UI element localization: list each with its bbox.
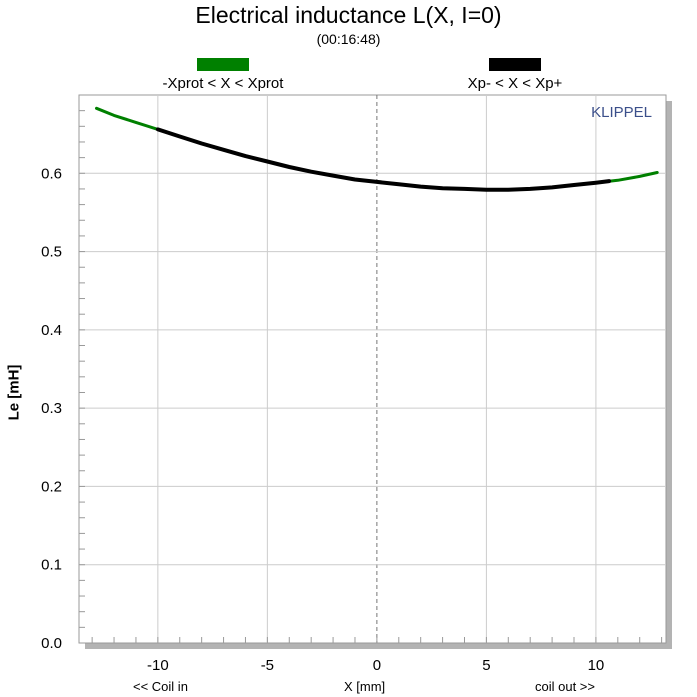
klippel-watermark: KLIPPEL	[591, 104, 652, 121]
y-tick-label: 0.5	[41, 244, 62, 261]
plot-shadow-bottom	[85, 643, 672, 649]
y-axis-label: Le [mH]	[5, 364, 23, 421]
x-tick-label: -10	[147, 657, 169, 674]
x-note-coil-in: << Coil in	[133, 679, 188, 694]
chart-subtitle: (00:16:48)	[316, 31, 381, 47]
x-tick-labels: -10 -5 0 5 10	[147, 657, 604, 674]
series-lines	[95, 106, 659, 192]
series-line-xp	[155, 127, 612, 192]
legend-item-xp: Xp- < X < Xp+	[405, 58, 625, 92]
x-note-coil-out: coil out >>	[535, 679, 595, 694]
minor-ticks	[79, 94, 663, 644]
x-tick-label: 5	[482, 657, 490, 674]
plot-shadow-right	[666, 101, 672, 649]
grid-lines	[79, 95, 666, 643]
y-tick-label: 0.6	[41, 165, 62, 182]
y-tick-label: 0.2	[41, 478, 62, 495]
x-tick-label: 10	[588, 657, 605, 674]
x-axis-label: X [mm]	[344, 679, 386, 694]
y-tick-label: 0.4	[41, 322, 62, 339]
y-tick-labels: 0.0 0.1 0.2 0.3 0.4 0.5 0.6	[41, 165, 62, 652]
y-tick-label: 0.0	[41, 635, 62, 652]
x-tick-label: 0	[373, 657, 381, 674]
legend-swatch-xprot	[197, 58, 249, 71]
x-tick-label: -5	[261, 657, 274, 674]
y-tick-label: 0.3	[41, 400, 62, 417]
legend-swatch-xp	[489, 58, 541, 71]
legend-label-xprot: -Xprot < X < Xprot	[162, 75, 284, 92]
legend-label-xp: Xp- < X < Xp+	[467, 75, 563, 92]
legend-item-xprot: -Xprot < X < Xprot	[113, 58, 333, 92]
plot-area	[78, 94, 667, 644]
y-tick-label: 0.1	[41, 557, 62, 574]
chart-title: Electrical inductance L(X, I=0)	[195, 2, 502, 28]
